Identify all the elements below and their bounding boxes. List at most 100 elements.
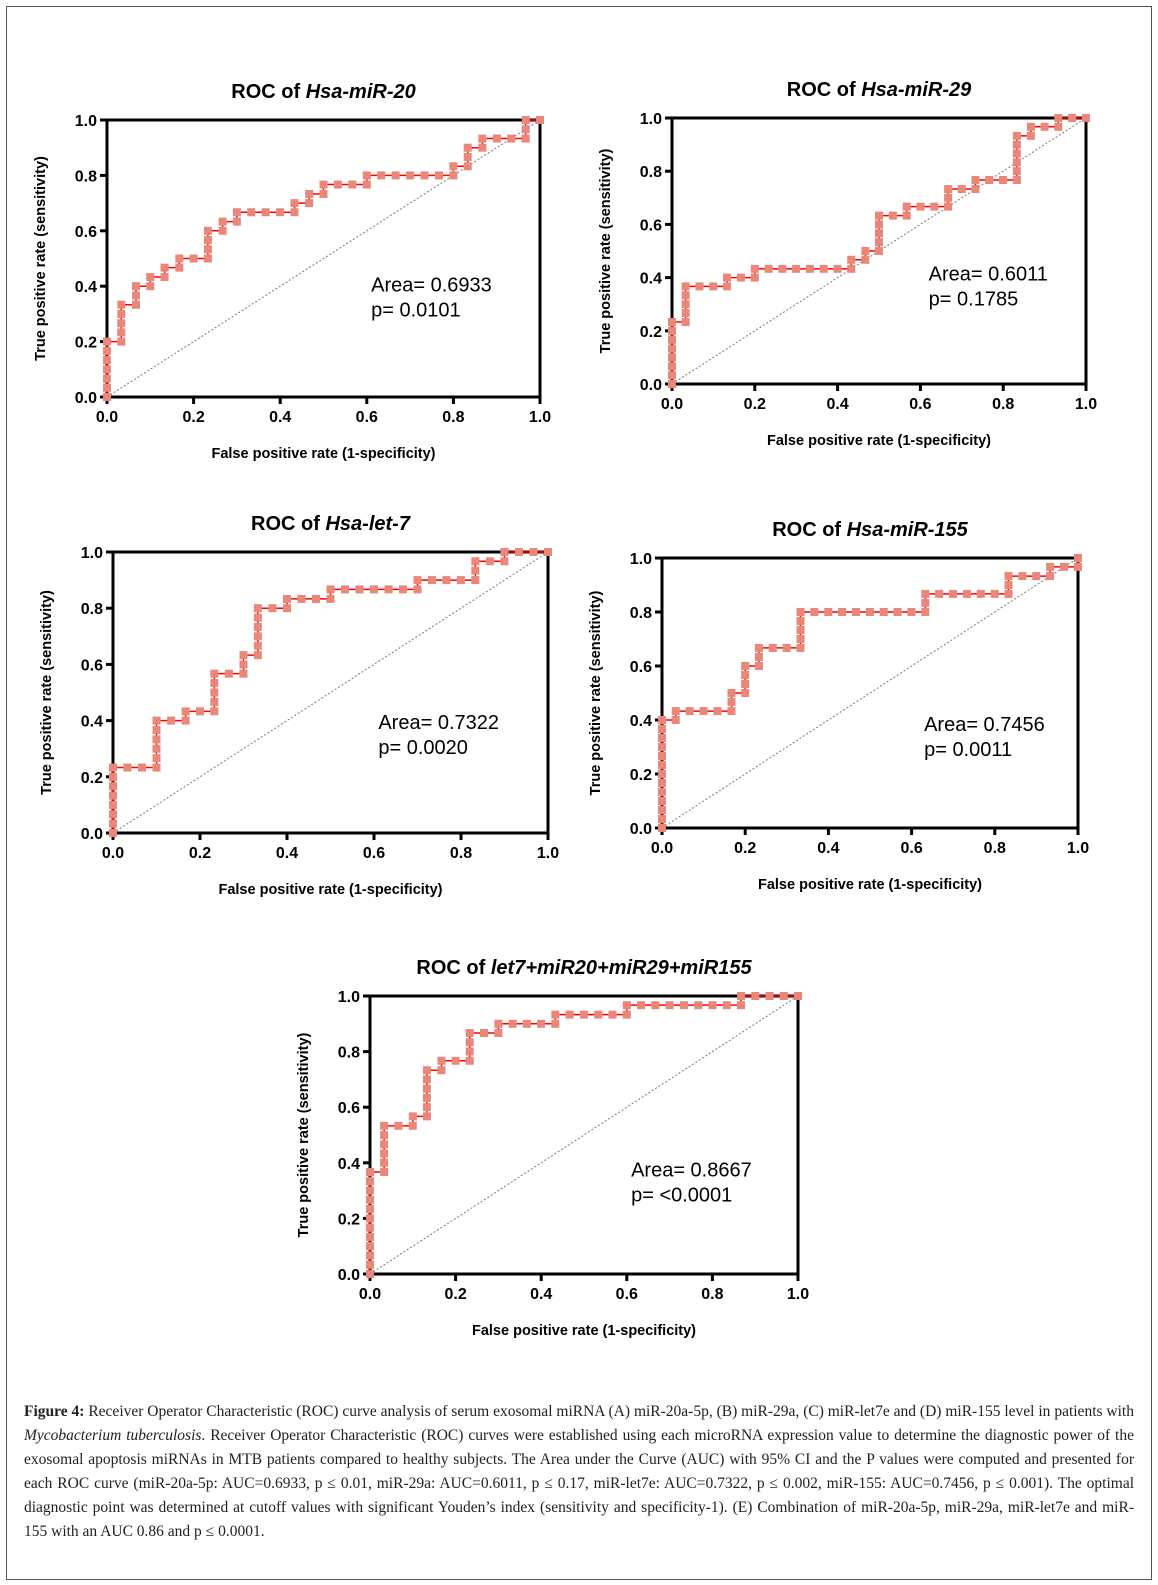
roc-point [709, 282, 718, 291]
roc-point [399, 585, 407, 594]
roc-point [779, 992, 788, 1000]
roc-point [935, 589, 944, 598]
roc-point [1074, 554, 1082, 562]
roc-point [810, 608, 819, 616]
roc-point [658, 716, 666, 724]
roc-point [750, 264, 759, 273]
roc-point [160, 273, 169, 282]
roc-point [117, 309, 126, 318]
roc-point [658, 806, 666, 814]
p-value-annotation: p= <0.0001 [631, 1185, 732, 1207]
roc-point [685, 707, 694, 716]
roc-point [658, 815, 666, 823]
roc-point [103, 337, 111, 346]
roc-point [737, 992, 746, 1000]
roc-point [103, 365, 111, 374]
roc-point [930, 202, 939, 211]
y-tick-label: 0.8 [81, 601, 103, 618]
roc-point [544, 548, 552, 556]
roc-point [109, 782, 117, 791]
x-axis-label: False positive rate (1-specificity) [472, 1323, 696, 1339]
roc-point [366, 1251, 374, 1260]
roc-point [875, 220, 883, 229]
y-axis-label: True positive rate (sensitivity) [39, 590, 55, 795]
roc-point [109, 763, 117, 772]
x-tick-label: 0.8 [992, 396, 1014, 413]
roc-point [537, 1019, 546, 1028]
roc-point [796, 634, 805, 643]
roc-point [109, 800, 117, 809]
roc-point [109, 772, 117, 781]
roc-point [380, 1149, 389, 1158]
roc-point [1032, 572, 1041, 581]
x-tick-label: 0.6 [616, 1286, 638, 1303]
roc-point [253, 651, 262, 660]
roc-point [413, 576, 422, 585]
roc-point [253, 632, 262, 641]
roc-point [754, 643, 763, 652]
roc-point [851, 608, 860, 616]
roc-point [138, 763, 146, 772]
roc-point [123, 763, 132, 772]
x-tick-label: 1.0 [537, 845, 559, 862]
roc-point [117, 328, 126, 337]
roc-point [132, 291, 141, 300]
roc-point [668, 371, 676, 380]
roc-point [485, 557, 494, 566]
chart-title-gene: Hsa-miR-155 [847, 519, 969, 541]
roc-point [261, 208, 270, 217]
roc-point [971, 185, 980, 194]
roc-point [536, 116, 544, 124]
roc-point [463, 143, 472, 152]
roc-point [1004, 581, 1013, 589]
roc-point [152, 735, 161, 744]
y-tick-label: 0.2 [640, 324, 662, 341]
roc-point [132, 300, 141, 309]
roc-point [658, 761, 666, 769]
x-tick-label: 0.2 [182, 409, 204, 426]
roc-point [239, 669, 248, 678]
roc-point [326, 594, 335, 603]
roc-point [456, 576, 465, 585]
roc-point [551, 1019, 560, 1028]
y-tick-label: 0.8 [338, 1045, 360, 1062]
roc-point [723, 282, 732, 291]
x-axis-label: False positive rate (1-specificity) [218, 882, 442, 898]
area-annotation: Area= 0.6011 [929, 263, 1048, 285]
roc-point [875, 247, 883, 255]
roc-point [694, 1001, 703, 1010]
roc-point [1026, 122, 1035, 131]
x-tick-label: 0.0 [96, 409, 118, 426]
roc-point [394, 1121, 403, 1130]
y-tick-label: 0.2 [338, 1211, 360, 1228]
roc-point [500, 548, 509, 556]
chart-title-gene: let7+miR20+miR29+miR155 [491, 957, 753, 979]
roc-point [366, 1214, 374, 1223]
chart-title-gene: Hsa-miR-29 [861, 79, 972, 101]
roc-point [1012, 158, 1021, 167]
roc-point [420, 171, 429, 180]
roc-point [160, 263, 169, 272]
roc-point [109, 829, 117, 837]
roc-point [366, 1260, 374, 1269]
p-value-annotation: p= 0.0011 [924, 739, 1012, 761]
roc-point [210, 688, 219, 697]
x-tick-label: 0.8 [701, 1286, 723, 1303]
y-tick-label: 1.0 [640, 111, 662, 128]
roc-point [668, 318, 676, 327]
roc-point [521, 125, 530, 134]
roc-point [290, 199, 299, 208]
roc-point [824, 608, 833, 616]
reference-diagonal [369, 995, 799, 1275]
roc-point [888, 211, 897, 220]
roc-point [451, 1056, 460, 1065]
roc-point [422, 1066, 431, 1075]
roc-point [681, 300, 690, 309]
roc-point [463, 162, 472, 171]
roc-point [434, 171, 443, 180]
roc-point [722, 1001, 731, 1010]
roc-point [422, 1075, 431, 1084]
plot-frame [670, 116, 1088, 386]
roc-point [442, 576, 451, 585]
